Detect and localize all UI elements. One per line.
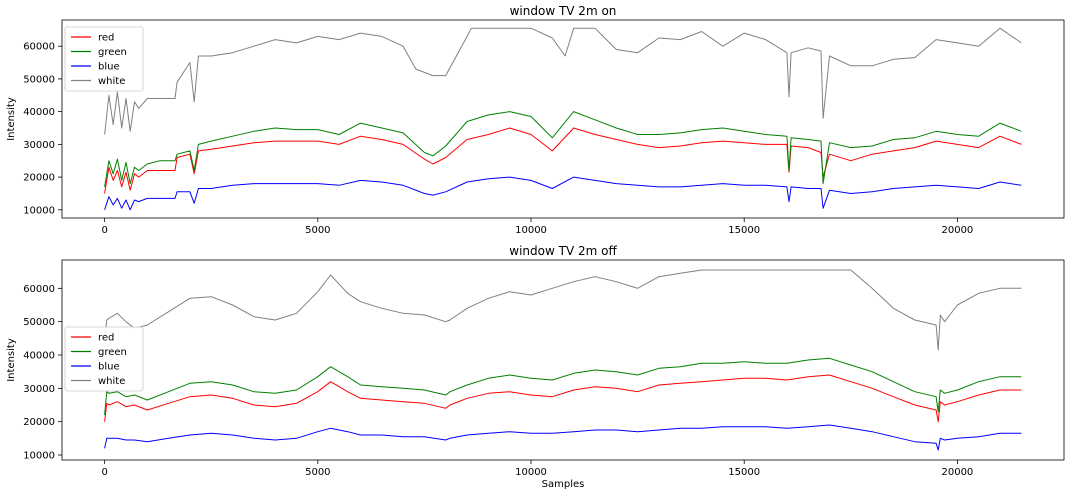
x-tick-label: 20000 xyxy=(941,225,973,236)
legend-label-blue: blue xyxy=(98,62,120,73)
y-tick-label: 20000 xyxy=(23,417,55,428)
x-tick-label: 10000 xyxy=(515,467,547,478)
x-tick-label: 5000 xyxy=(305,467,330,478)
y-tick-label: 40000 xyxy=(23,351,55,362)
chart-top: window TV 2m on Intensity 0 5000 10000 1500… xyxy=(6,4,1065,236)
x-tick-label: 10000 xyxy=(515,225,547,236)
chart-bottom-lines xyxy=(104,269,1022,451)
y-tick-label: 30000 xyxy=(23,384,55,395)
series-line-red xyxy=(104,374,1022,423)
legend-label-green: green xyxy=(98,47,127,58)
y-tick-label: 60000 xyxy=(23,42,55,53)
chart-top-legend: red green blue white xyxy=(64,26,144,92)
chart-bottom-ylabel: Intensity xyxy=(6,338,17,382)
y-tick-label: 50000 xyxy=(23,317,55,328)
series-line-white xyxy=(104,269,1022,351)
chart-bottom-frame xyxy=(61,259,1065,461)
x-tick-label: 15000 xyxy=(728,225,760,236)
x-tick-label: 0 xyxy=(101,467,107,478)
chart-bottom-ticks: 0 5000 10000 15000 20000 10000 20000 30000 40000… xyxy=(23,284,973,478)
chart-top-ticks: 0 5000 10000 15000 20000 10000 20000 30000 40000… xyxy=(23,42,973,236)
y-tick-label: 60000 xyxy=(23,284,55,295)
chart-bottom-xlabel: Samples xyxy=(542,479,585,490)
series-line-blue xyxy=(104,176,1022,211)
x-tick-label: 20000 xyxy=(941,467,973,478)
y-tick-label: 40000 xyxy=(23,107,55,118)
y-tick-label: 10000 xyxy=(23,451,55,462)
chart-top-frame xyxy=(61,19,1065,219)
legend-box xyxy=(64,26,144,92)
y-tick-label: 20000 xyxy=(23,173,55,184)
legend-label-green: green xyxy=(98,347,127,358)
series-line-green xyxy=(104,357,1022,416)
legend-label-red: red xyxy=(98,33,114,44)
chart-bottom: window TV 2m off Intensity Samples 0 5000… xyxy=(6,244,1065,490)
chart-top-title: window TV 2m on xyxy=(510,4,617,18)
series-line-red xyxy=(104,127,1022,194)
x-tick-label: 0 xyxy=(101,225,107,236)
x-tick-label: 5000 xyxy=(305,225,330,236)
chart-top-lines xyxy=(104,27,1022,211)
chart-bottom-legend: red green blue white xyxy=(64,326,144,392)
series-line-white xyxy=(104,27,1022,135)
y-tick-label: 30000 xyxy=(23,140,55,151)
series-line-blue xyxy=(104,424,1022,451)
y-tick-label: 50000 xyxy=(23,74,55,85)
chart-top-ylabel: Intensity xyxy=(6,97,17,141)
y-tick-label: 10000 xyxy=(23,205,55,216)
legend-label-blue: blue xyxy=(98,362,120,373)
x-tick-label: 15000 xyxy=(728,467,760,478)
series-line-green xyxy=(104,111,1022,187)
legend-label-white: white xyxy=(98,376,125,387)
legend-box xyxy=(64,326,144,392)
legend-label-white: white xyxy=(98,76,125,87)
legend-label-red: red xyxy=(98,333,114,344)
chart-bottom-title: window TV 2m off xyxy=(509,244,617,258)
